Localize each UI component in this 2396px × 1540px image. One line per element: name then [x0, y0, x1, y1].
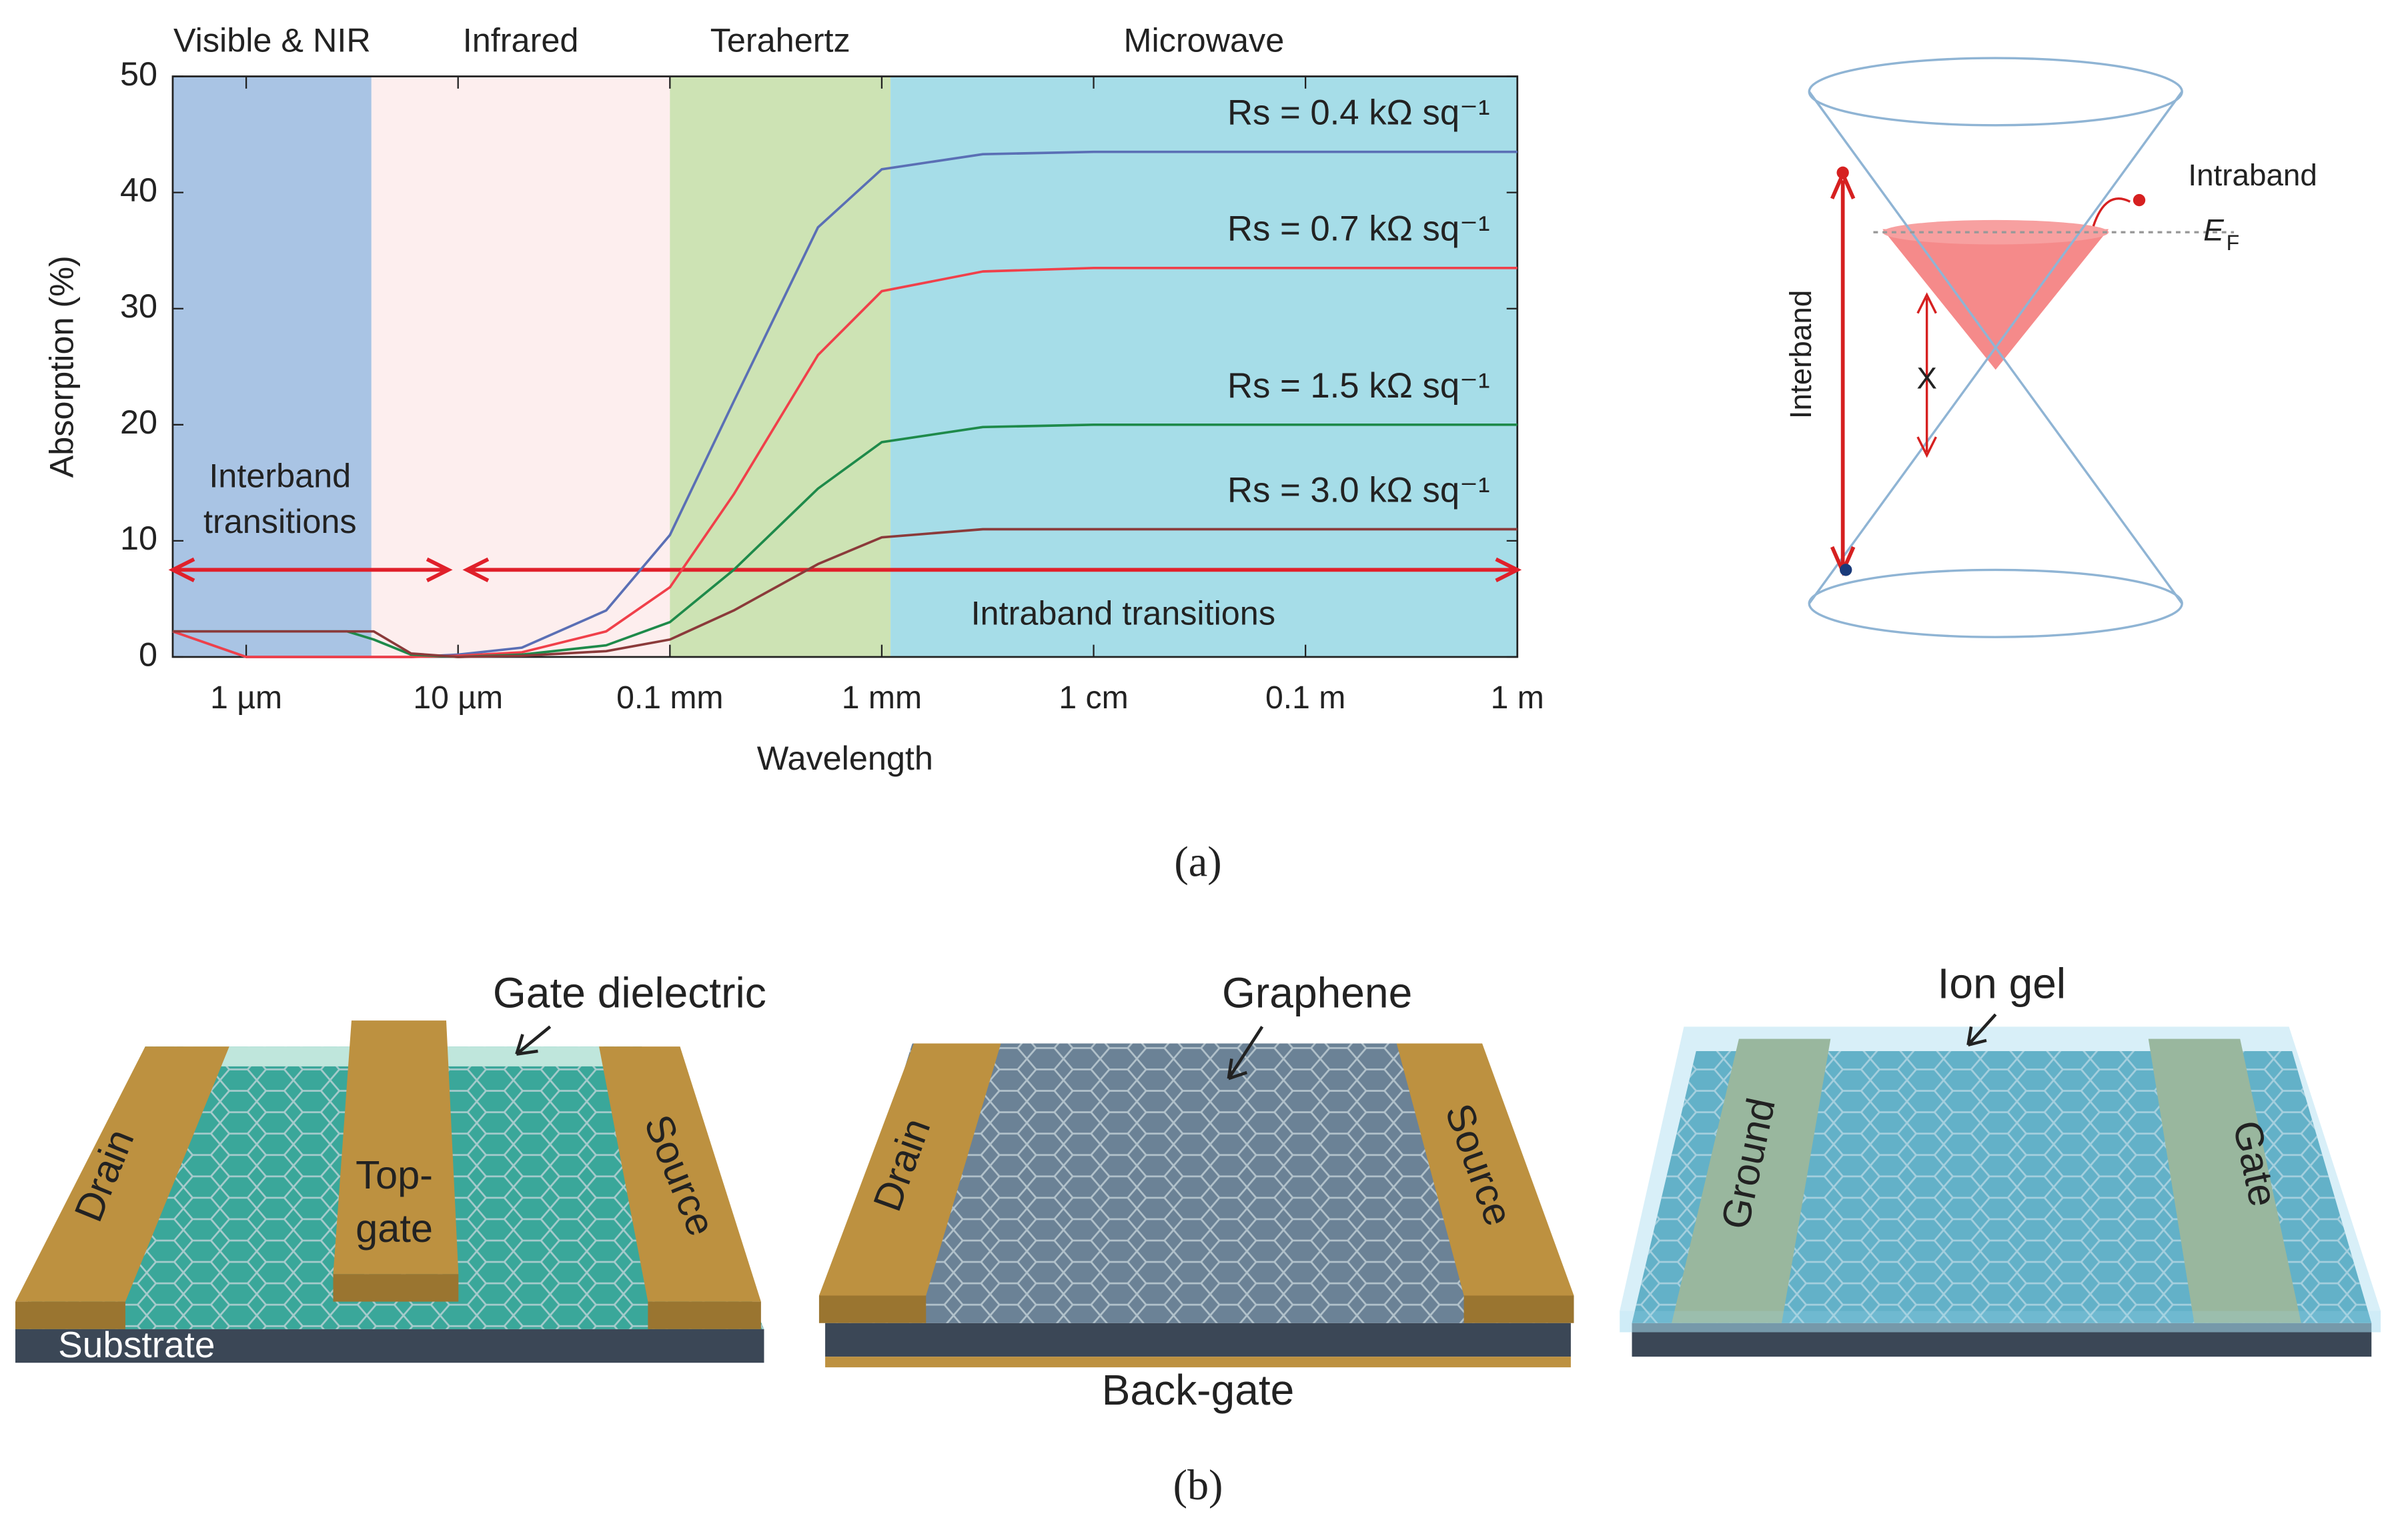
- region-label: Infrared: [463, 21, 579, 59]
- region-label: Terahertz: [710, 21, 850, 59]
- top-gate-electrode: [333, 1020, 459, 1275]
- x-tick-label: 10 µm: [413, 680, 503, 716]
- electrode-side: [1463, 1295, 1574, 1323]
- device-ion-gel: [1620, 1026, 2381, 1357]
- transition-label: transitions: [203, 502, 357, 540]
- hole: [1840, 564, 1852, 576]
- series-label: Rs = 0.7 kΩ sq⁻¹: [1227, 209, 1490, 249]
- region-label: Microwave: [1124, 21, 1285, 59]
- series-line: [172, 528, 1518, 658]
- region: [670, 76, 891, 657]
- ground-electrode: [1672, 1038, 1831, 1323]
- x-tick-label: 0.1 mm: [616, 680, 723, 716]
- source-electrode: [599, 1046, 761, 1302]
- cone-edge: [1808, 91, 2183, 604]
- pointer-arrow: [515, 1025, 552, 1056]
- y-tick-label: 40: [120, 171, 157, 209]
- plot-frame: [171, 75, 1519, 658]
- y-tick-label: 10: [120, 519, 157, 557]
- y-tick-label: 0: [139, 635, 157, 673]
- region: [890, 76, 1518, 657]
- x-tick-label: 1 m: [1491, 680, 1544, 716]
- graphene-label: Graphene: [1222, 968, 1412, 1016]
- y-axis-label: Absorption (%): [43, 255, 81, 478]
- y-tick-label: 50: [120, 55, 157, 93]
- absorption-chart: Visible & NIR Infrared Terahertz Microwave 0…: [43, 21, 1544, 777]
- substrate: [15, 1329, 764, 1363]
- gate-label: Top-: [356, 1152, 433, 1197]
- electron: [2133, 193, 2146, 207]
- substrate: [825, 1323, 1571, 1357]
- lattice: [825, 1043, 1571, 1323]
- drain-electrode: [15, 1046, 229, 1302]
- back-gate-label: Back-gate: [1102, 1366, 1295, 1414]
- electron: [1836, 166, 1849, 179]
- x-axis-label: Wavelength: [757, 739, 933, 777]
- region: [172, 76, 372, 657]
- dielectric-label: Gate dielectric: [493, 968, 766, 1016]
- x-tick-label: 0.1 m: [1265, 680, 1345, 716]
- device-top-gate: [15, 1020, 764, 1363]
- device-back-gate: [818, 1043, 1574, 1368]
- transition-label: Intraband transitions: [971, 594, 1275, 632]
- drain-electrode: [818, 1043, 1001, 1296]
- transition-label: Interband: [209, 456, 351, 494]
- fermi-label: E: [2203, 213, 2224, 247]
- arrow-head: [462, 557, 1522, 583]
- x-tick-label: 1 mm: [842, 680, 922, 716]
- source-electrode: [1396, 1043, 1574, 1296]
- caption: (a): [1174, 838, 1221, 886]
- caption: (b): [1173, 1461, 1223, 1509]
- cone-top: [1808, 57, 2183, 127]
- fermi-subscript: F: [2227, 231, 2240, 255]
- series-line: [172, 266, 1518, 658]
- ion-gel: [1620, 1026, 2381, 1311]
- electrode-side: [15, 1301, 125, 1329]
- filled-states: [1882, 229, 2109, 370]
- intraband-arrow: [2092, 197, 2131, 227]
- gate-electrode: [2148, 1038, 2301, 1323]
- ion-gel-side: [1620, 1311, 2381, 1333]
- region-label: Visible & NIR: [173, 21, 371, 59]
- pointer-arrow: [1966, 1013, 1997, 1047]
- electrode-side: [818, 1295, 927, 1323]
- series-label: Rs = 3.0 kΩ sq⁻¹: [1227, 470, 1490, 510]
- band-diagram: [1808, 57, 2235, 638]
- x-tick-label: 1 cm: [1059, 680, 1128, 716]
- interband-label: Interband: [1784, 290, 1818, 420]
- electrode-side: [648, 1301, 761, 1329]
- substrate-label: Substrate: [58, 1324, 215, 1365]
- series-label: Rs = 1.5 kΩ sq⁻¹: [1227, 366, 1490, 406]
- electrode-side: [333, 1274, 459, 1302]
- cone-bottom: [1808, 568, 2183, 638]
- back-gate-electrode: [825, 1357, 1571, 1368]
- ion-gel-label: Ion gel: [1938, 960, 2066, 1008]
- region: [371, 76, 670, 657]
- y-tick-label: 30: [120, 287, 157, 325]
- gate-label: gate: [356, 1206, 433, 1251]
- pointer-arrow: [1227, 1026, 1264, 1080]
- series-label: Rs = 0.4 kΩ sq⁻¹: [1227, 93, 1490, 133]
- x-tick-label: 1 µm: [210, 680, 282, 716]
- arrow-head: [1916, 292, 1937, 458]
- intraband-label: Intraband: [2188, 158, 2317, 192]
- y-tick-label: 20: [120, 403, 157, 441]
- arrow-head: [168, 557, 453, 583]
- forbidden-label: X: [1916, 361, 1937, 395]
